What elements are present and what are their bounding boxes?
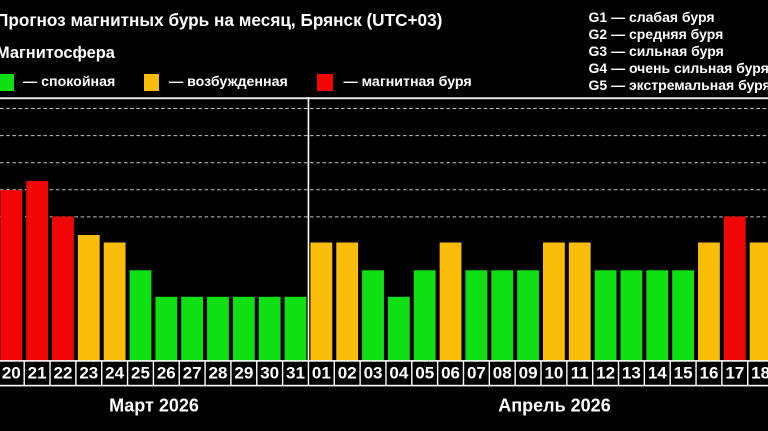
svg-text:23: 23	[79, 363, 98, 382]
svg-text:13: 13	[622, 363, 641, 382]
svg-text:Март 2026: Март 2026	[109, 396, 199, 416]
svg-text:09: 09	[519, 363, 538, 382]
svg-text:07: 07	[467, 363, 486, 382]
svg-text:21: 21	[28, 363, 47, 382]
svg-text:08: 08	[493, 363, 512, 382]
svg-text:04: 04	[389, 363, 408, 382]
svg-text:16: 16	[699, 363, 718, 382]
svg-text:22: 22	[53, 363, 72, 382]
svg-text:14: 14	[648, 363, 667, 382]
svg-text:03: 03	[364, 363, 383, 382]
svg-text:05: 05	[415, 363, 434, 382]
svg-text:10: 10	[544, 363, 563, 382]
svg-text:26: 26	[157, 363, 176, 382]
svg-text:11: 11	[571, 363, 589, 382]
svg-text:12: 12	[596, 363, 615, 382]
svg-text:17: 17	[725, 363, 744, 382]
svg-text:24: 24	[105, 363, 124, 382]
svg-text:30: 30	[260, 363, 279, 382]
svg-text:25: 25	[131, 363, 150, 382]
svg-text:Апрель 2026: Апрель 2026	[498, 396, 610, 416]
svg-text:06: 06	[441, 363, 460, 382]
svg-text:02: 02	[338, 363, 357, 382]
svg-text:15: 15	[674, 363, 693, 382]
svg-text:20: 20	[2, 363, 21, 382]
svg-text:28: 28	[209, 363, 228, 382]
svg-text:27: 27	[183, 363, 202, 382]
svg-text:01: 01	[312, 363, 331, 382]
svg-text:31: 31	[286, 363, 305, 382]
svg-text:18: 18	[751, 363, 768, 382]
svg-text:29: 29	[234, 363, 253, 382]
